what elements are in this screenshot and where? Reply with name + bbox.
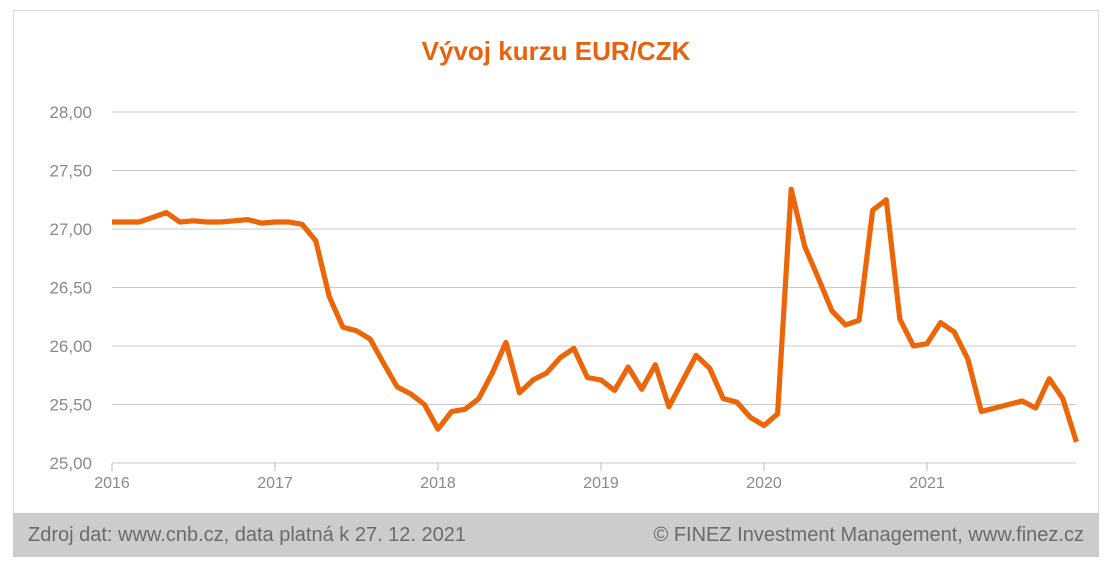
svg-text:25,50: 25,50 — [49, 396, 92, 415]
svg-text:25,00: 25,00 — [49, 454, 92, 473]
svg-text:2016: 2016 — [94, 475, 130, 492]
svg-text:28,00: 28,00 — [49, 103, 92, 122]
svg-text:2020: 2020 — [746, 475, 782, 492]
svg-text:26,00: 26,00 — [49, 337, 92, 356]
svg-text:2019: 2019 — [583, 475, 619, 492]
svg-text:2021: 2021 — [909, 475, 945, 492]
svg-text:2017: 2017 — [257, 475, 293, 492]
svg-text:26,50: 26,50 — [49, 279, 92, 298]
svg-text:2018: 2018 — [420, 475, 456, 492]
svg-text:27,50: 27,50 — [49, 162, 92, 181]
svg-text:27,00: 27,00 — [49, 220, 92, 239]
